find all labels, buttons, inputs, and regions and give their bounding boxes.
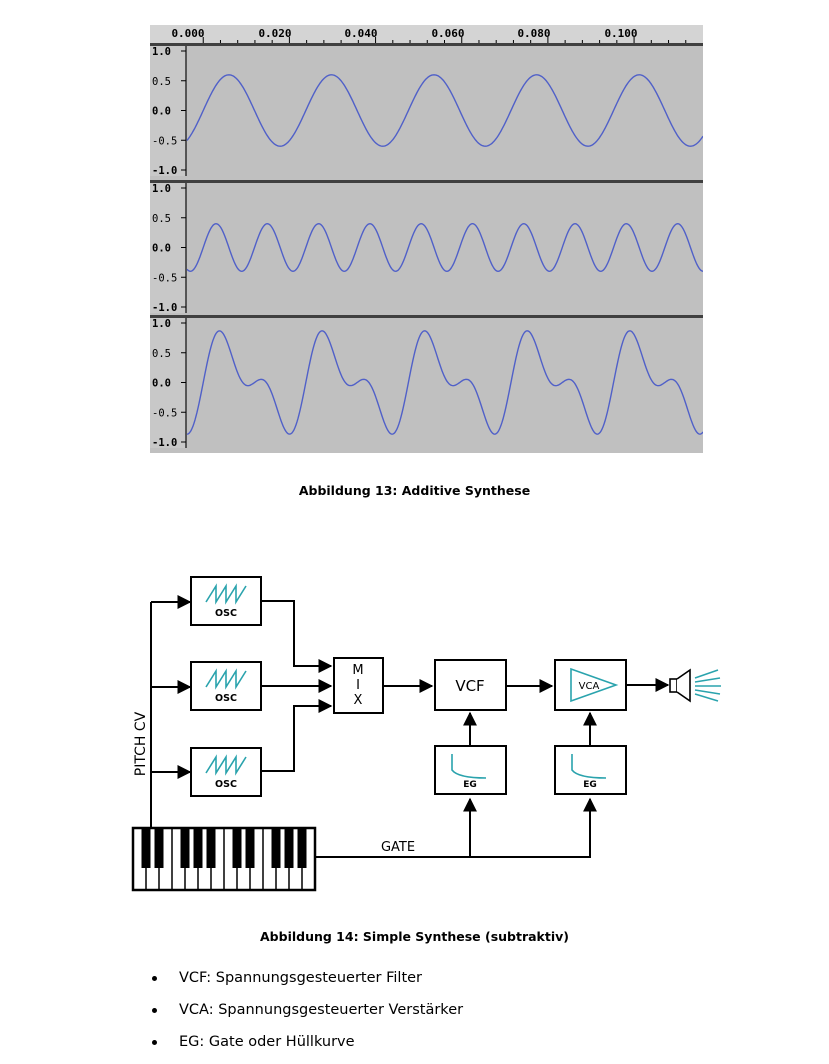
waveform-line: [186, 74, 703, 147]
black-key: [141, 828, 151, 868]
list-item: VCA: Spannungsgesteuerter Verstärker: [150, 994, 463, 1026]
time-ruler: [150, 25, 703, 43]
amplitude-tick-label: -1.0: [152, 302, 177, 314]
list-item: VCF: Spannungsgesteuerter Filter: [150, 962, 463, 994]
black-key: [271, 828, 281, 868]
track-separator: [150, 43, 703, 46]
amplitude-tick-label: 1.0: [152, 318, 171, 330]
waveform-line: [186, 330, 703, 435]
amplitude-tick-label: 0.0: [152, 106, 171, 118]
waveform-track: 1.0 0.5 0.0 -0.5 -1.0: [150, 315, 703, 449]
vca-label: VCA: [579, 681, 600, 692]
black-key: [232, 828, 242, 868]
waveform-area: [187, 46, 703, 176]
track-separator: [150, 180, 703, 183]
ruler-label: 0.040: [344, 27, 377, 40]
eg-vcf: EG: [434, 745, 507, 795]
amplitude-tick-label: 1.0: [152, 183, 171, 195]
list-item: EG: Gate oder Hüllkurve: [150, 1026, 463, 1058]
osc-label: OSC: [215, 693, 237, 704]
waveform-track: 1.0 0.5 0.0 -0.5 -1.0: [150, 180, 703, 314]
amplitude-ruler: [150, 318, 186, 448]
black-key: [206, 828, 216, 868]
eg-label: EG: [583, 780, 597, 790]
ruler-label: 0.060: [431, 27, 464, 40]
eg-label: EG: [463, 780, 477, 790]
black-key: [154, 828, 164, 868]
waveform-line: [186, 222, 703, 273]
osc-label: OSC: [215, 779, 237, 790]
black-key: [245, 828, 255, 868]
vca-block: VCA: [554, 659, 627, 711]
amplitude-ruler: [150, 46, 186, 176]
black-key: [193, 828, 203, 868]
envelope-icon: [451, 754, 487, 779]
pitch-cv-label: PITCH CV: [133, 711, 149, 776]
amplitude-tick-label: 0.5: [152, 348, 171, 360]
ruler-label: 0.080: [517, 27, 550, 40]
synth-block-diagram: PITCH CV OSC OSC OSC M I X VCF VCA: [131, 576, 721, 892]
vcf-label: VCF: [455, 677, 484, 695]
amplifier-icon: [570, 667, 619, 703]
amplitude-tick-label: 0.5: [152, 213, 171, 225]
amplitude-tick-label: 0.0: [152, 243, 171, 255]
waveform-area: [187, 183, 703, 313]
track-separator: [150, 315, 703, 318]
figure-14-caption: Abbildung 14: Simple Synthese (subtrakti…: [260, 929, 569, 944]
amplitude-tick-label: 0.5: [152, 76, 171, 88]
black-key: [180, 828, 190, 868]
amplitude-tick-label: 1.0: [152, 46, 171, 58]
amplitude-ruler: [150, 183, 186, 313]
vcf-block: VCF: [434, 659, 507, 711]
bullet-icon: [152, 1007, 157, 1013]
amplitude-tick-label: -1.0: [152, 165, 177, 177]
mix-letter: X: [354, 693, 363, 708]
list-item-text: VCA: Spannungsgesteuerter Verstärker: [179, 1002, 464, 1018]
black-key: [284, 828, 294, 868]
amplitude-tick-label: -1.0: [152, 437, 177, 449]
keyboard-icon: [131, 826, 317, 892]
osc-2: OSC: [190, 661, 262, 711]
sawtooth-icon: [205, 583, 247, 605]
osc-label: OSC: [215, 608, 237, 619]
ruler-label: 0.100: [604, 27, 637, 40]
mix-letter: I: [356, 678, 360, 693]
bullet-icon: [152, 975, 157, 981]
waveform-track: 1.0 0.5 0.0 -0.5 -1.0: [150, 43, 703, 177]
bullet-list: VCF: Spannungsgesteuerter Filter VCA: Sp…: [150, 962, 463, 1058]
osc-3: OSC: [190, 747, 262, 797]
eg-vca: EG: [554, 745, 627, 795]
ruler-label: 0.020: [258, 27, 291, 40]
gate-label: GATE: [381, 840, 415, 855]
ruler-label: 0.000: [171, 27, 204, 40]
black-key: [297, 828, 307, 868]
figure-13-caption: Abbildung 13: Additive Synthese: [298, 483, 531, 498]
list-item-text: EG: Gate oder Hüllkurve: [179, 1034, 355, 1050]
envelope-icon: [571, 754, 607, 779]
sawtooth-icon: [205, 668, 247, 690]
amplitude-tick-label: -0.5: [152, 135, 177, 147]
list-item-text: VCF: Spannungsgesteuerter Filter: [179, 970, 423, 986]
waveform-area: [187, 318, 703, 448]
osc-1: OSC: [190, 576, 262, 626]
mix-letter: M: [352, 663, 363, 678]
waveform-editor: 0.000 0.020 0.040 0.060 0.080 0.100 1.0 0…: [150, 25, 703, 453]
bullet-icon: [152, 1039, 157, 1045]
amplitude-tick-label: -0.5: [152, 272, 177, 284]
amplitude-tick-label: -0.5: [152, 407, 177, 419]
speaker-icon: [669, 668, 721, 703]
sawtooth-icon: [205, 754, 247, 776]
amplitude-tick-label: 0.0: [152, 378, 171, 390]
mixer: M I X: [333, 657, 384, 714]
